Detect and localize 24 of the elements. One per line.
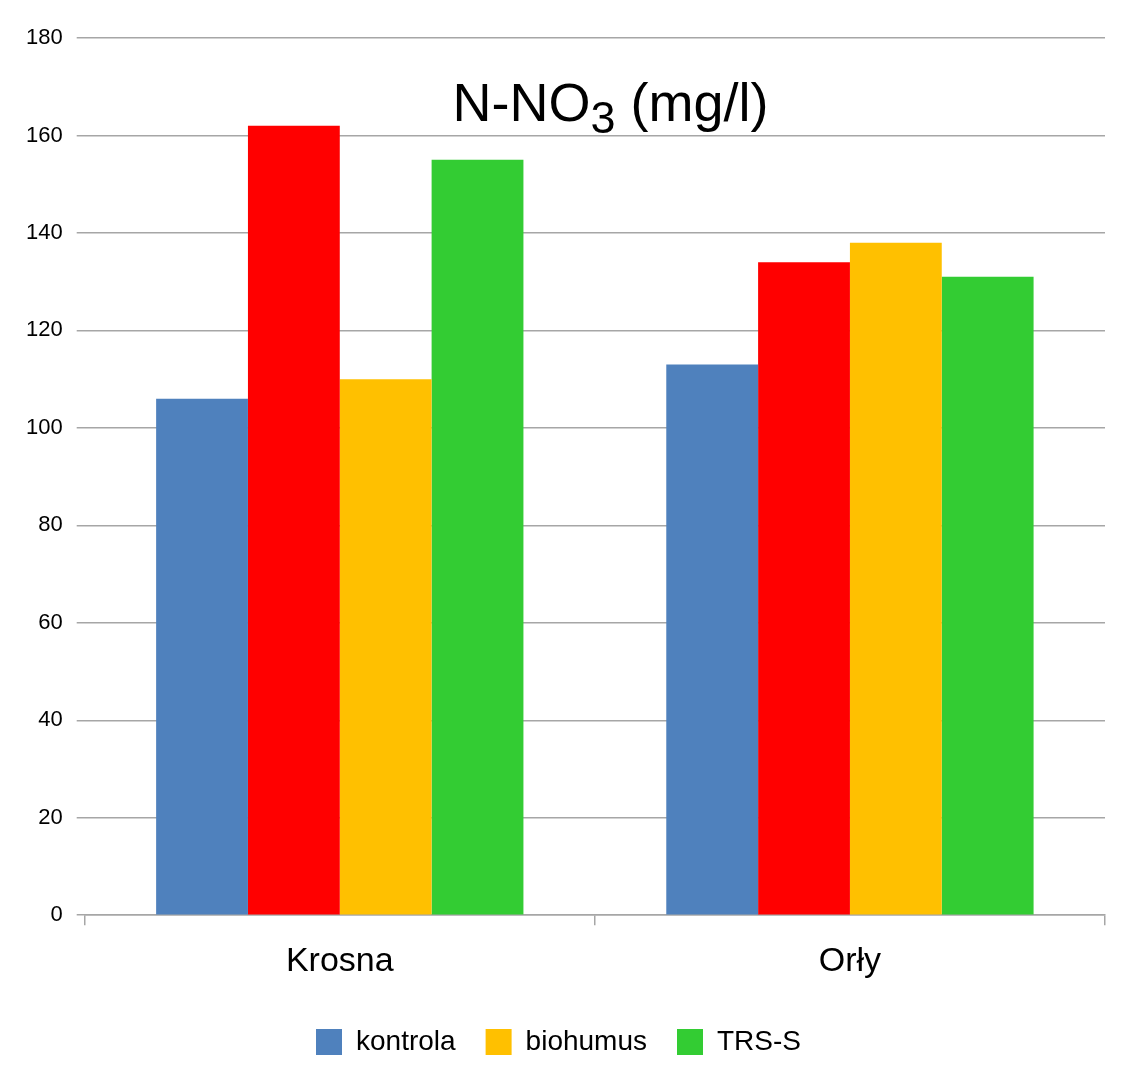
- y-tick-label: 0: [50, 901, 63, 927]
- y-tick-label: 40: [38, 706, 63, 732]
- x-tick-label: Krosna: [285, 939, 394, 978]
- bar: [339, 379, 432, 915]
- y-tick-label: 160: [25, 121, 63, 147]
- bar: [849, 242, 942, 915]
- legend-label: biohumus: [525, 1024, 648, 1056]
- y-tick-label: 20: [38, 803, 63, 829]
- legend-label: TRS-S: [717, 1024, 802, 1056]
- bar: [758, 262, 850, 915]
- y-tick-label: 80: [38, 511, 63, 537]
- y-tick-label: 180: [25, 24, 63, 50]
- text: N-NO$_{3}$ (mg/l): [451, 71, 770, 145]
- legend-label: kontrola: [355, 1024, 457, 1056]
- y-tick-label: 120: [25, 316, 63, 342]
- bar: [941, 276, 1034, 915]
- bar: [431, 159, 524, 915]
- y-tick-label: 140: [25, 219, 63, 244]
- y-tick-label: 60: [38, 608, 63, 634]
- bar: [666, 364, 759, 915]
- y-tick-label: 100: [25, 413, 63, 439]
- x-tick-label: Orły: [818, 939, 882, 978]
- bar: [247, 125, 340, 915]
- bar: [156, 398, 248, 915]
